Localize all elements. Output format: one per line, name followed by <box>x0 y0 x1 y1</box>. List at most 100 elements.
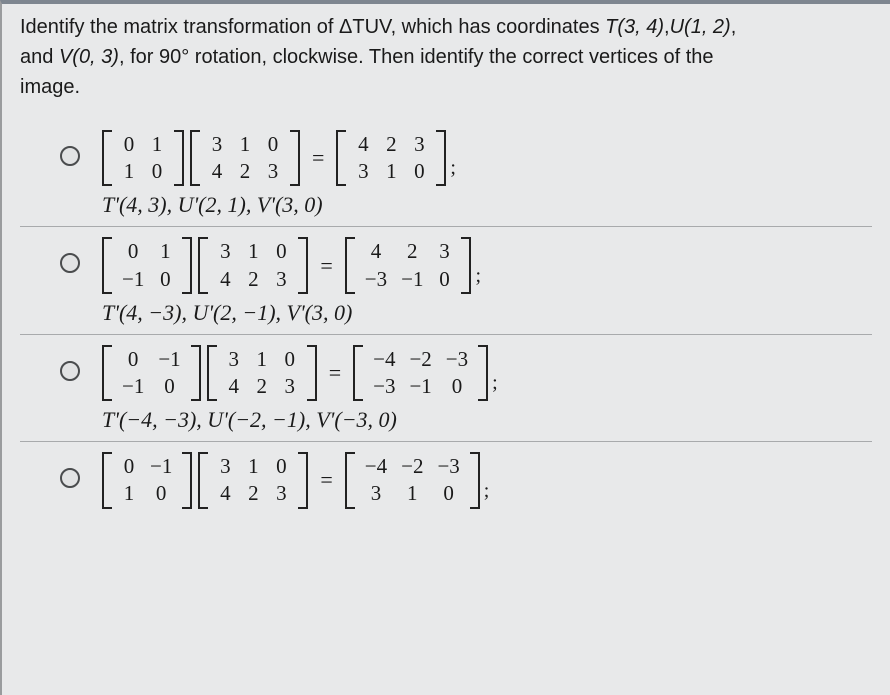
matrix-row: 01 <box>122 132 164 157</box>
prompt-text: , which has coordinates <box>391 16 606 38</box>
matrix-row: −4−2−3 <box>365 454 460 479</box>
answer-option[interactable]: 0110310423=423310;T'(4, 3), U'(2, 1), V'… <box>20 120 872 226</box>
matrix-row: −10 <box>122 267 172 292</box>
matrix-equation: 01−10310423=423−3−10; <box>102 237 481 293</box>
bracket-left <box>102 345 112 401</box>
matrix-cell: 1 <box>122 159 136 184</box>
matrix-cell: 3 <box>218 239 232 264</box>
equals-sign: = <box>314 253 338 279</box>
equals-sign: = <box>323 360 347 386</box>
answer-option[interactable]: 0−1−10310423=−4−2−3−3−10;T'(−4, −3), U'(… <box>20 334 872 441</box>
matrix-row: 423 <box>356 132 426 157</box>
matrix-cell: 1 <box>158 239 172 264</box>
equals-sign: = <box>306 145 330 171</box>
matrix-cell: 0 <box>158 267 172 292</box>
radio-button[interactable] <box>60 253 80 273</box>
matrix-body: 310 423 <box>204 237 302 293</box>
matrix-cell: 2 <box>401 239 423 264</box>
matrix-row: 310 <box>210 132 280 157</box>
bracket-right <box>298 237 308 293</box>
matrix-cell: −1 <box>401 267 423 292</box>
matrix-cell: 1 <box>384 159 398 184</box>
bracket-left <box>207 345 217 401</box>
matrix-cell: −2 <box>409 347 431 372</box>
sep: , <box>731 16 737 38</box>
matrix-cell: 2 <box>255 374 269 399</box>
semicolon: ; <box>492 372 498 395</box>
matrix-equation: 0−110310423=−4−2−3310; <box>102 452 489 508</box>
bracket-right <box>191 345 201 401</box>
matrix-cell: 4 <box>227 374 241 399</box>
matrix: 0−110 <box>102 452 192 508</box>
matrix-row: 423 <box>218 267 288 292</box>
matrix-cell: 0 <box>122 347 144 372</box>
matrix-cell: 3 <box>356 159 370 184</box>
radio-button[interactable] <box>60 468 80 488</box>
matrix: 310 423 <box>198 237 308 293</box>
matrix-body: 310423 <box>204 452 302 508</box>
bracket-left <box>345 237 355 293</box>
bracket-left <box>102 452 112 508</box>
matrix: −4−2−3−3−10 <box>353 345 488 401</box>
matrix-row: 310 <box>356 159 426 184</box>
matrix-cell: 3 <box>210 132 224 157</box>
matrix-row: 10 <box>122 159 164 184</box>
bracket-right <box>182 452 192 508</box>
bracket-right <box>461 237 471 293</box>
matrix-row: −3−10 <box>365 267 452 292</box>
matrix-row: 310 <box>218 239 288 264</box>
image-vertices: T'(−4, −3), U'(−2, −1), V'(−3, 0) <box>102 407 498 433</box>
matrix-body: 423310 <box>342 130 440 186</box>
matrix-cell: −3 <box>373 374 395 399</box>
bracket-right <box>182 237 192 293</box>
bracket-right <box>436 130 446 186</box>
matrix-cell: 3 <box>365 481 387 506</box>
bracket-right <box>174 130 184 186</box>
matrix-cell: 0 <box>122 454 136 479</box>
matrix: 01−10 <box>102 237 192 293</box>
matrix-body: 310423 <box>213 345 311 401</box>
radio-button[interactable] <box>60 146 80 166</box>
matrix-equation: 0−1−10310423=−4−2−3−3−10; <box>102 345 498 401</box>
matrix: 0110 <box>102 130 184 186</box>
matrix-body: 310423 <box>196 130 294 186</box>
matrix-row: 10 <box>122 481 172 506</box>
matrix-cell: 0 <box>437 481 459 506</box>
matrix-row: 423 <box>227 374 297 399</box>
matrix: −4−2−3310 <box>345 452 480 508</box>
image-vertices: T'(4, −3), U'(2, −1), V'(3, 0) <box>102 300 481 326</box>
answer-option[interactable]: 01−10310423=423−3−10;T'(4, −3), U'(2, −1… <box>20 226 872 333</box>
bracket-right <box>307 345 317 401</box>
matrix-cell: 1 <box>246 454 260 479</box>
matrix-row: 423 <box>218 481 288 506</box>
option-content: 0110310423=423310;T'(4, 3), U'(2, 1), V'… <box>98 130 456 218</box>
matrix-row: 310 <box>227 347 297 372</box>
matrix-cell: 3 <box>437 239 451 264</box>
matrix-body: −4−2−3310 <box>351 452 474 508</box>
bracket-left <box>336 130 346 186</box>
matrix-row: −3−10 <box>373 374 468 399</box>
matrix-cell: 3 <box>274 481 288 506</box>
option-content: 01−10310423=423−3−10;T'(4, −3), U'(2, −1… <box>98 237 481 325</box>
matrix-cell: 0 <box>283 347 297 372</box>
bracket-right <box>298 452 308 508</box>
coord-U: U(1, 2) <box>670 16 731 38</box>
matrix-cell: −4 <box>365 454 387 479</box>
matrix-cell: 1 <box>255 347 269 372</box>
matrix-cell: −1 <box>122 374 144 399</box>
matrix: 0−1−10 <box>102 345 201 401</box>
matrix-cell: 1 <box>246 239 260 264</box>
coord-T: T(3, 4) <box>605 16 664 38</box>
answer-option[interactable]: 0−110310423=−4−2−3310; <box>20 441 872 522</box>
matrix-row: −10 <box>122 374 181 399</box>
matrix-row: 01 <box>122 239 172 264</box>
question-page: Identify the matrix transformation of ΔT… <box>0 0 890 695</box>
matrix-cell: 4 <box>210 159 224 184</box>
matrix: 423310 <box>336 130 446 186</box>
image-vertices: T'(4, 3), U'(2, 1), V'(3, 0) <box>102 192 456 218</box>
matrix-cell: 0 <box>266 132 280 157</box>
matrix-row: −4−2−3 <box>373 347 468 372</box>
coord-V: V(0, 3) <box>59 46 119 68</box>
semicolon: ; <box>450 157 456 180</box>
radio-button[interactable] <box>60 361 80 381</box>
